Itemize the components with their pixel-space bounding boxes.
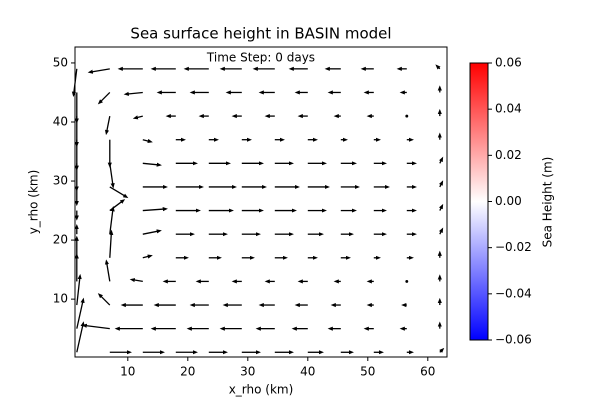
- arrow: [109, 186, 129, 199]
- arrow: [438, 156, 444, 164]
- chart-title: Sea surface height in BASIN model: [130, 25, 391, 43]
- arrow: [76, 321, 85, 353]
- arrow: [405, 114, 409, 118]
- x-tick-label: 30: [240, 365, 255, 379]
- arrow: [123, 91, 143, 96]
- arrow: [87, 68, 110, 74]
- colorbar-tick-label: 0.00: [495, 194, 522, 208]
- arrow: [142, 207, 168, 212]
- x-tick-label: 10: [120, 365, 135, 379]
- arrow: [109, 163, 115, 189]
- y-tick-label: 40: [53, 114, 68, 128]
- arrow: [76, 273, 82, 306]
- arrow: [97, 293, 111, 306]
- arrow: [109, 206, 115, 235]
- colorbar-tick-label: 0.06: [495, 56, 522, 70]
- y-tick-label: 20: [53, 233, 68, 247]
- arrow: [109, 229, 114, 258]
- arrow: [81, 323, 110, 330]
- x-tick-label: 50: [360, 365, 375, 379]
- arrow: [104, 259, 111, 282]
- arrow: [439, 347, 445, 353]
- colorbar-tick-label: 0.02: [495, 148, 522, 162]
- x-axis-label: x_rho (km): [229, 383, 294, 397]
- arrow: [142, 229, 162, 235]
- arrow: [97, 92, 111, 105]
- x-tick-label: 60: [420, 365, 435, 379]
- y-axis-label: y_rho (km): [27, 170, 41, 235]
- arrow: [132, 115, 143, 120]
- arrow: [76, 297, 85, 329]
- colorbar-tick-label: 0.04: [495, 102, 522, 116]
- y-tick-label: 50: [53, 55, 68, 69]
- arrow: [438, 180, 444, 188]
- x-tick-label: 20: [180, 365, 195, 379]
- colorbar-tick-label: −0.04: [495, 286, 532, 300]
- arrow: [438, 203, 444, 211]
- arrow: [142, 254, 153, 259]
- y-tick-label: 30: [53, 174, 68, 188]
- arrow: [142, 162, 162, 167]
- annotation: Time Step: 0 days: [206, 51, 315, 65]
- plot-frame: [74, 46, 448, 358]
- arrow: [104, 115, 111, 136]
- y-tick-label: 10: [53, 292, 68, 306]
- colorbar-tick-label: −0.02: [495, 240, 532, 254]
- arrow: [142, 138, 153, 143]
- colorbar-label: Sea Height (m): [541, 157, 555, 248]
- arrow: [109, 199, 126, 212]
- arrow: [438, 227, 444, 235]
- x-tick-label: 40: [300, 365, 315, 379]
- arrow: [405, 279, 409, 283]
- colorbar-tick-label: −0.06: [495, 333, 532, 347]
- arrow: [129, 278, 143, 283]
- colorbar: [469, 62, 489, 341]
- arrow: [435, 64, 441, 70]
